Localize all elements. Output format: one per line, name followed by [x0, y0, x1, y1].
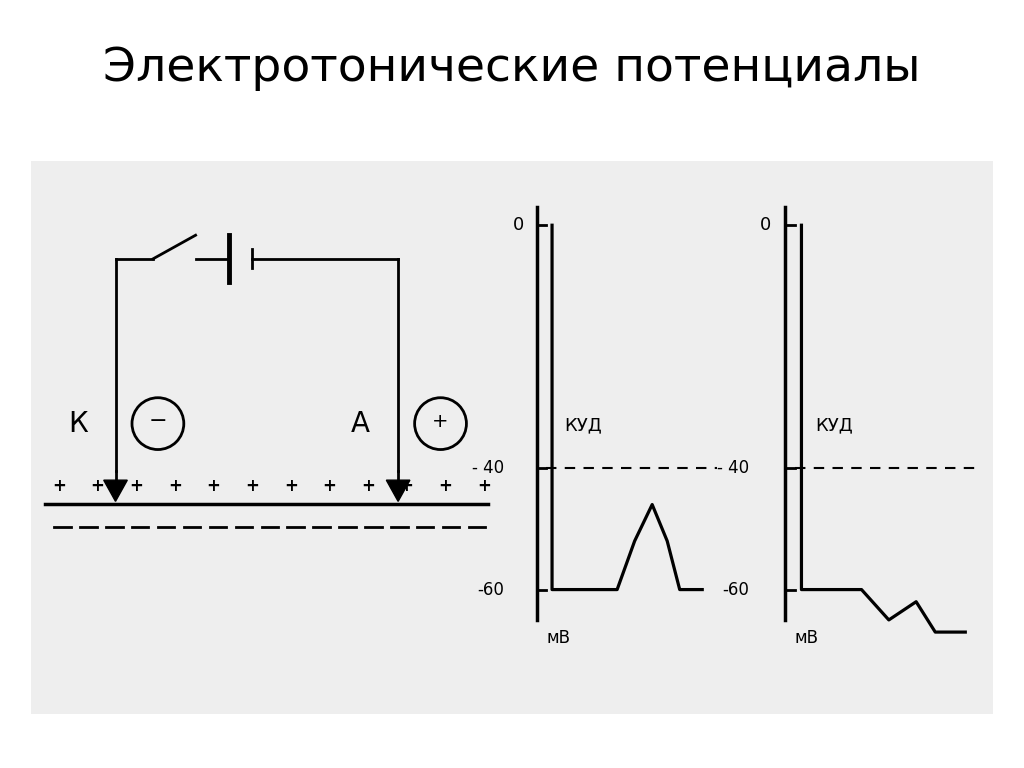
Text: 0: 0: [760, 217, 771, 234]
Text: +: +: [432, 412, 449, 431]
Text: КУД: КУД: [564, 416, 602, 435]
Text: +: +: [399, 477, 414, 495]
Text: +: +: [438, 477, 453, 495]
Text: +: +: [477, 477, 490, 495]
Text: +: +: [245, 477, 259, 495]
Text: - 40: - 40: [718, 459, 750, 477]
Text: +: +: [168, 477, 182, 495]
Text: -60: -60: [477, 581, 505, 598]
Text: А: А: [351, 409, 370, 438]
Text: −: −: [148, 412, 167, 432]
Text: К: К: [68, 409, 88, 438]
Text: +: +: [361, 477, 375, 495]
Text: мВ: мВ: [795, 629, 819, 647]
Text: +: +: [284, 477, 298, 495]
Text: КУД: КУД: [815, 416, 853, 435]
Text: +: +: [323, 477, 336, 495]
Text: +: +: [52, 477, 66, 495]
Text: 0: 0: [513, 217, 524, 234]
Text: +: +: [207, 477, 220, 495]
Text: мВ: мВ: [546, 629, 570, 647]
Text: - 40: - 40: [472, 459, 505, 477]
Text: -60: -60: [723, 581, 750, 598]
Polygon shape: [103, 480, 127, 502]
Polygon shape: [386, 480, 410, 502]
Text: Электротонические потенциалы: Электротонические потенциалы: [103, 46, 921, 91]
Text: +: +: [129, 477, 143, 495]
Text: +: +: [91, 477, 104, 495]
